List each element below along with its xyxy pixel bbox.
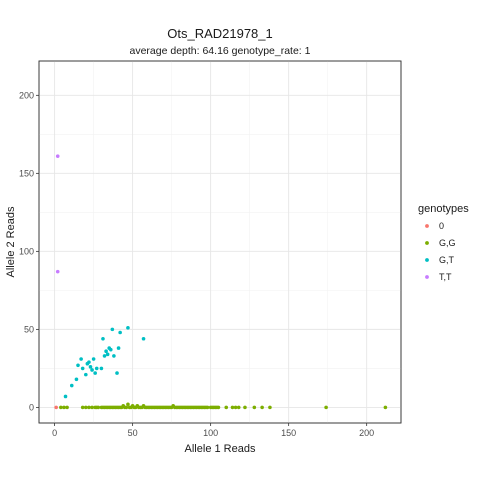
data-points	[54, 154, 388, 410]
point-g-t	[88, 365, 93, 369]
point-g-t	[99, 366, 104, 371]
point-g-g	[90, 405, 94, 410]
y-tick-label: 50	[24, 324, 34, 334]
point-g-t	[76, 363, 80, 368]
point-g-g	[62, 405, 66, 410]
plot-border	[38, 60, 402, 424]
point-g-g	[216, 405, 221, 410]
point-g-t	[118, 330, 122, 335]
point-g-g	[87, 405, 91, 410]
plot-panel	[38, 60, 402, 424]
legend-key-t-t	[425, 275, 429, 279]
point-g-g	[205, 405, 210, 410]
point-g-g	[126, 402, 130, 407]
point-g-t	[108, 347, 113, 352]
point-g-t	[63, 394, 68, 399]
point-g-g	[252, 405, 257, 410]
point-g-g	[59, 405, 63, 410]
y-tick-label: 0	[29, 402, 34, 412]
chart-title: Ots_RAD21978_1	[167, 26, 273, 41]
legend-key-g-t	[425, 258, 429, 262]
point-g-t	[80, 366, 85, 371]
point-g-g	[65, 405, 69, 410]
point-g-g	[233, 405, 238, 410]
point-g-g	[124, 405, 129, 410]
x-axis-title: Allele 1 Reads	[185, 443, 256, 455]
point-g-g	[80, 405, 85, 410]
y-axis-title: Allele 2 Reads	[5, 206, 17, 277]
x-tick-label: 50	[128, 428, 138, 438]
point-g-t	[101, 336, 105, 341]
point-g-g	[260, 405, 264, 410]
point-g-t	[74, 377, 79, 382]
point-g-t	[91, 357, 96, 361]
point-g-t	[110, 327, 115, 332]
point-g-t	[105, 352, 110, 357]
point-g-t	[69, 383, 74, 388]
y-axis-ticks: 0 50 100 150 200	[19, 90, 39, 412]
point-g-t	[93, 371, 97, 375]
chart-subtitle: average depth: 64.16 genotype_rate: 1	[130, 45, 311, 57]
point-g-t	[102, 354, 107, 358]
point-g-t	[116, 346, 121, 350]
y-tick-label: 100	[19, 246, 34, 256]
x-tick-label: 0	[52, 428, 57, 438]
point-t-t	[55, 154, 60, 158]
legend-label-g-g: G,G	[439, 238, 456, 248]
point-g-t	[141, 336, 146, 341]
point-g-t	[87, 360, 91, 364]
point-g-g	[84, 405, 88, 410]
point-g-g	[268, 405, 272, 410]
point-g-t	[90, 368, 94, 372]
point-g-g	[383, 405, 388, 410]
x-axis-ticks: 0 50 100 150 200	[52, 423, 374, 438]
x-tick-label: 200	[359, 428, 374, 438]
legend: genotypes 0 G,G G,T T,T	[418, 203, 469, 282]
point-g-t	[94, 366, 99, 371]
point-g-t	[115, 371, 119, 375]
y-tick-label: 200	[19, 90, 34, 100]
y-tick-label: 150	[19, 168, 34, 178]
point-g-g	[236, 405, 241, 410]
legend-label-t-t: T,T	[439, 272, 452, 282]
x-tick-label: 150	[281, 428, 296, 438]
legend-label-g-t: G,T	[439, 255, 455, 265]
point-g-t	[112, 354, 116, 358]
point-g-g	[324, 405, 328, 410]
legend-key-0	[425, 224, 429, 228]
legend-label-0: 0	[439, 221, 444, 231]
point-g-g	[230, 405, 235, 410]
point-0	[54, 405, 58, 410]
point-g-g	[96, 405, 101, 410]
point-t-t	[55, 269, 60, 274]
point-g-g	[224, 405, 229, 410]
point-g-t	[84, 372, 88, 377]
legend-title: genotypes	[418, 203, 469, 215]
point-g-t	[79, 357, 83, 361]
point-g-t	[126, 326, 130, 330]
point-g-g	[243, 405, 247, 410]
legend-key-g-g	[425, 241, 429, 245]
x-tick-label: 100	[203, 428, 218, 438]
point-g-t	[104, 349, 108, 354]
